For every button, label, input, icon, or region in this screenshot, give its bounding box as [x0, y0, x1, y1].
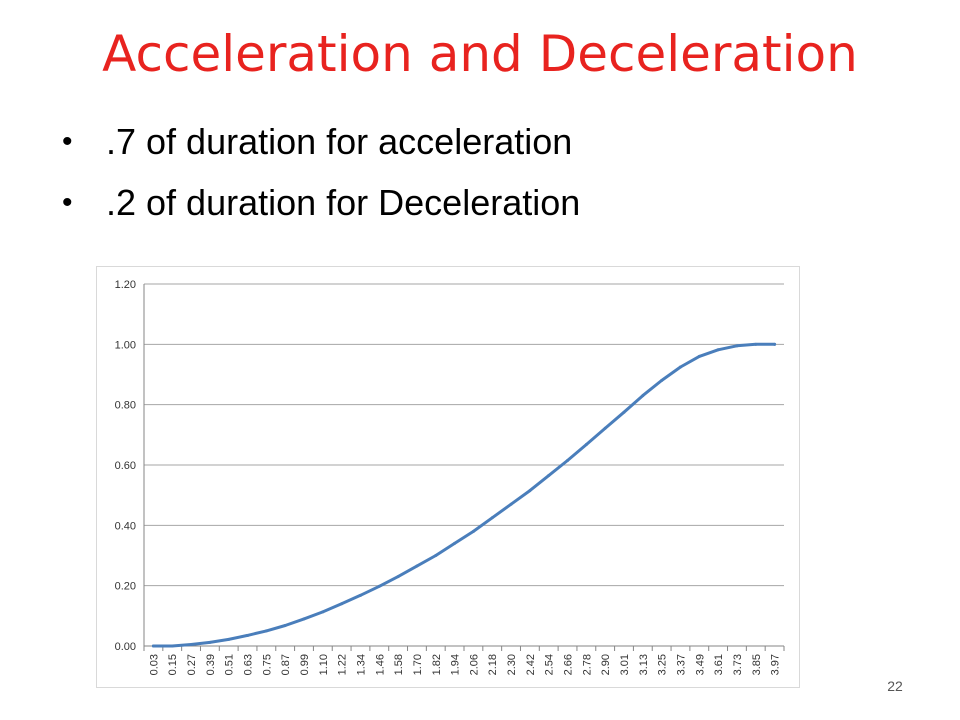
data-point: [340, 602, 344, 606]
data-point: [660, 379, 664, 383]
x-tick-label: 0.15: [167, 654, 179, 675]
data-point: [151, 644, 155, 648]
x-tick-label: 3.37: [675, 654, 687, 675]
y-tick-label: 0.80: [115, 400, 136, 412]
chart-frame: [96, 266, 800, 688]
x-tick-label: 2.90: [600, 654, 612, 675]
x-tick-label: 3.85: [751, 654, 763, 675]
bullet-text: .2 of duration for Deceleration: [106, 182, 581, 223]
x-tick-label: 1.82: [431, 654, 443, 675]
data-point: [471, 529, 475, 533]
x-tick-label: 0.63: [243, 654, 255, 675]
data-point: [358, 593, 362, 597]
data-point: [283, 623, 287, 627]
x-tick-label: 0.03: [148, 654, 160, 675]
page-number: 22: [887, 678, 903, 694]
x-tick-label: 3.25: [657, 654, 669, 675]
data-point: [170, 644, 174, 648]
data-point: [622, 410, 626, 414]
x-tick-label: 2.06: [468, 654, 480, 675]
data-point: [377, 584, 381, 588]
x-tick-label: 0.27: [186, 654, 198, 675]
data-point: [415, 564, 419, 568]
data-point: [735, 344, 739, 348]
x-tick-label: 2.42: [525, 654, 537, 675]
data-point: [490, 516, 494, 520]
x-tick-label: 0.87: [280, 654, 292, 675]
data-point: [566, 458, 570, 462]
data-point: [716, 348, 720, 352]
line-chart: 0.00 0.20 0.40 0.60 0.80 1.00 1.20 0.03 0.15 0.27…: [96, 266, 800, 688]
x-tick-label: 1.46: [374, 654, 386, 675]
data-point: [754, 342, 758, 346]
x-tick-label: 1.94: [450, 654, 462, 675]
y-tick-label: 0.60: [115, 460, 136, 472]
data-point: [396, 575, 400, 579]
data-point: [302, 617, 306, 621]
data-point: [246, 633, 250, 637]
x-tick-label: 3.01: [619, 654, 631, 675]
data-point: [678, 365, 682, 369]
x-tick-label: 3.13: [638, 654, 650, 675]
chart-container: 0.00 0.20 0.40 0.60 0.80 1.00 1.20 0.03 0.15 0.27…: [96, 266, 800, 688]
x-tick-label: 0.39: [205, 654, 217, 675]
data-point: [208, 640, 212, 644]
data-point: [547, 474, 551, 478]
x-tick-label: 2.66: [563, 654, 575, 675]
data-point: [509, 502, 513, 506]
x-tick-label: 0.51: [224, 654, 236, 675]
x-tick-label: 1.22: [337, 654, 349, 675]
x-tick-label: 1.34: [355, 654, 367, 675]
bullet-item: • .7 of duration for acceleration: [62, 118, 580, 166]
data-point: [697, 354, 701, 358]
series-line: [151, 342, 777, 648]
data-point: [264, 629, 268, 633]
data-point: [528, 489, 532, 493]
x-tick-label: 3.49: [694, 654, 706, 675]
y-tick-label: 1.20: [115, 279, 136, 291]
data-point: [584, 442, 588, 446]
data-point: [603, 426, 607, 430]
data-point: [321, 610, 325, 614]
x-tick-label: 2.54: [544, 654, 556, 675]
data-point: [453, 541, 457, 545]
bullet-text: .7 of duration for acceleration: [106, 121, 573, 162]
bullet-item: • .2 of duration for Deceleration: [62, 179, 580, 227]
y-tick-label: 1.00: [115, 339, 136, 351]
bullet-dot-icon: •: [62, 125, 73, 158]
bullet-dot-icon: •: [62, 186, 73, 219]
y-tick-label: 0.00: [115, 641, 136, 653]
bullet-list: • .7 of duration for acceleration • .2 o…: [62, 118, 580, 240]
slide-title: Acceleration and Deceleration: [102, 25, 858, 83]
data-point: [773, 342, 777, 346]
y-tick-label: 0.40: [115, 520, 136, 532]
data-point: [434, 554, 438, 557]
x-tick-label: 2.30: [506, 654, 518, 675]
x-tick-label: 0.75: [261, 654, 273, 675]
x-tick-label: 1.58: [393, 654, 405, 675]
x-tick-label: 0.99: [299, 654, 311, 675]
x-tick-label: 2.18: [487, 654, 499, 675]
x-tick-label: 3.97: [770, 654, 782, 675]
x-tick-label: 2.78: [581, 654, 593, 675]
x-tick-label: 3.73: [732, 654, 744, 675]
y-tick-label: 0.20: [115, 581, 136, 593]
x-tick-label: 1.10: [318, 654, 330, 675]
data-point: [227, 637, 231, 641]
data-point: [189, 642, 193, 646]
x-tick-label: 3.61: [713, 654, 725, 675]
x-tick-label: 1.70: [412, 654, 424, 675]
data-point: [641, 394, 645, 398]
